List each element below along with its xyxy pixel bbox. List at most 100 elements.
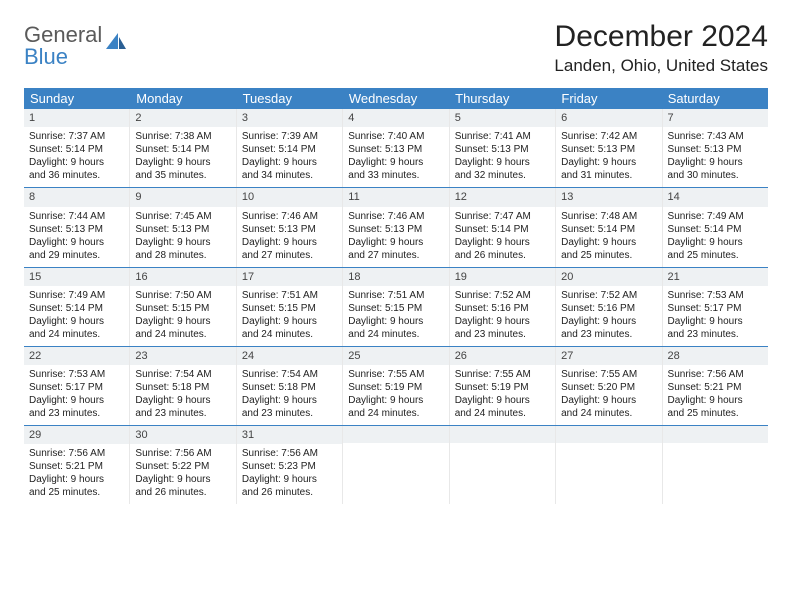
daylight-text: and 26 minutes. xyxy=(455,249,550,262)
sunset-text: Sunset: 5:14 PM xyxy=(29,143,124,156)
dow-sunday: Sunday xyxy=(24,88,130,109)
day-cell xyxy=(450,426,556,504)
daylight-text: Daylight: 9 hours xyxy=(135,473,230,486)
sunrise-text: Sunrise: 7:56 AM xyxy=(135,447,230,460)
dow-friday: Friday xyxy=(555,88,661,109)
daylight-text: and 32 minutes. xyxy=(455,169,550,182)
day-cell: 31Sunrise: 7:56 AMSunset: 5:23 PMDayligh… xyxy=(237,426,343,504)
day-cell: 13Sunrise: 7:48 AMSunset: 5:14 PMDayligh… xyxy=(556,188,662,266)
sunset-text: Sunset: 5:20 PM xyxy=(561,381,656,394)
daylight-text: and 31 minutes. xyxy=(561,169,656,182)
daylight-text: Daylight: 9 hours xyxy=(455,236,550,249)
sunrise-text: Sunrise: 7:56 AM xyxy=(668,368,763,381)
day-body: Sunrise: 7:55 AMSunset: 5:20 PMDaylight:… xyxy=(556,365,661,425)
day-body: Sunrise: 7:39 AMSunset: 5:14 PMDaylight:… xyxy=(237,127,342,187)
sunset-text: Sunset: 5:14 PM xyxy=(561,223,656,236)
day-number: 17 xyxy=(237,268,342,286)
daylight-text: and 23 minutes. xyxy=(29,407,124,420)
daylight-text: Daylight: 9 hours xyxy=(668,394,763,407)
sunset-text: Sunset: 5:17 PM xyxy=(29,381,124,394)
daylight-text: and 25 minutes. xyxy=(561,249,656,262)
daylight-text: and 30 minutes. xyxy=(668,169,763,182)
day-body: Sunrise: 7:56 AMSunset: 5:21 PMDaylight:… xyxy=(24,444,129,504)
day-cell: 29Sunrise: 7:56 AMSunset: 5:21 PMDayligh… xyxy=(24,426,130,504)
daylight-text: Daylight: 9 hours xyxy=(348,156,443,169)
daylight-text: and 33 minutes. xyxy=(348,169,443,182)
day-cell: 22Sunrise: 7:53 AMSunset: 5:17 PMDayligh… xyxy=(24,347,130,425)
day-number: 24 xyxy=(237,347,342,365)
daylight-text: Daylight: 9 hours xyxy=(242,315,337,328)
daylight-text: and 27 minutes. xyxy=(242,249,337,262)
day-body: Sunrise: 7:46 AMSunset: 5:13 PMDaylight:… xyxy=(237,207,342,267)
daylight-text: Daylight: 9 hours xyxy=(29,315,124,328)
sunrise-text: Sunrise: 7:52 AM xyxy=(455,289,550,302)
day-body: Sunrise: 7:48 AMSunset: 5:14 PMDaylight:… xyxy=(556,207,661,267)
daylight-text: Daylight: 9 hours xyxy=(455,394,550,407)
day-cell: 6Sunrise: 7:42 AMSunset: 5:13 PMDaylight… xyxy=(556,109,662,187)
daylight-text: Daylight: 9 hours xyxy=(348,315,443,328)
day-number: 12 xyxy=(450,188,555,206)
day-number: 3 xyxy=(237,109,342,127)
day-body: Sunrise: 7:37 AMSunset: 5:14 PMDaylight:… xyxy=(24,127,129,187)
sunrise-text: Sunrise: 7:37 AM xyxy=(29,130,124,143)
day-number: 16 xyxy=(130,268,235,286)
daylight-text: Daylight: 9 hours xyxy=(668,315,763,328)
sunrise-text: Sunrise: 7:43 AM xyxy=(668,130,763,143)
sunset-text: Sunset: 5:18 PM xyxy=(135,381,230,394)
daylight-text: and 24 minutes. xyxy=(135,328,230,341)
sunset-text: Sunset: 5:22 PM xyxy=(135,460,230,473)
week-row: 1Sunrise: 7:37 AMSunset: 5:14 PMDaylight… xyxy=(24,109,768,188)
daylight-text: Daylight: 9 hours xyxy=(561,315,656,328)
day-cell: 26Sunrise: 7:55 AMSunset: 5:19 PMDayligh… xyxy=(450,347,556,425)
sunrise-text: Sunrise: 7:40 AM xyxy=(348,130,443,143)
day-number xyxy=(450,426,555,443)
day-number: 27 xyxy=(556,347,661,365)
day-cell: 17Sunrise: 7:51 AMSunset: 5:15 PMDayligh… xyxy=(237,268,343,346)
day-number: 2 xyxy=(130,109,235,127)
day-body: Sunrise: 7:44 AMSunset: 5:13 PMDaylight:… xyxy=(24,207,129,267)
day-body: Sunrise: 7:53 AMSunset: 5:17 PMDaylight:… xyxy=(24,365,129,425)
sunrise-text: Sunrise: 7:46 AM xyxy=(242,210,337,223)
sunset-text: Sunset: 5:13 PM xyxy=(348,143,443,156)
sunset-text: Sunset: 5:18 PM xyxy=(242,381,337,394)
day-body: Sunrise: 7:51 AMSunset: 5:15 PMDaylight:… xyxy=(343,286,448,346)
logo-line1: General xyxy=(24,24,102,46)
day-number: 10 xyxy=(237,188,342,206)
daylight-text: Daylight: 9 hours xyxy=(242,156,337,169)
daylight-text: Daylight: 9 hours xyxy=(135,394,230,407)
day-body: Sunrise: 7:43 AMSunset: 5:13 PMDaylight:… xyxy=(663,127,768,187)
daylight-text: and 36 minutes. xyxy=(29,169,124,182)
daylight-text: Daylight: 9 hours xyxy=(242,394,337,407)
day-number: 30 xyxy=(130,426,235,444)
sunrise-text: Sunrise: 7:50 AM xyxy=(135,289,230,302)
day-cell: 21Sunrise: 7:53 AMSunset: 5:17 PMDayligh… xyxy=(663,268,768,346)
day-body: Sunrise: 7:42 AMSunset: 5:13 PMDaylight:… xyxy=(556,127,661,187)
sunset-text: Sunset: 5:14 PM xyxy=(242,143,337,156)
daylight-text: and 28 minutes. xyxy=(135,249,230,262)
daylight-text: Daylight: 9 hours xyxy=(455,156,550,169)
day-cell: 25Sunrise: 7:55 AMSunset: 5:19 PMDayligh… xyxy=(343,347,449,425)
sunset-text: Sunset: 5:15 PM xyxy=(135,302,230,315)
daylight-text: and 23 minutes. xyxy=(561,328,656,341)
day-number: 21 xyxy=(663,268,768,286)
sunrise-text: Sunrise: 7:56 AM xyxy=(242,447,337,460)
day-number: 8 xyxy=(24,188,129,206)
day-body: Sunrise: 7:52 AMSunset: 5:16 PMDaylight:… xyxy=(556,286,661,346)
location-text: Landen, Ohio, United States xyxy=(554,56,768,76)
day-body: Sunrise: 7:56 AMSunset: 5:21 PMDaylight:… xyxy=(663,365,768,425)
daylight-text: Daylight: 9 hours xyxy=(561,236,656,249)
daylight-text: Daylight: 9 hours xyxy=(561,394,656,407)
day-number: 1 xyxy=(24,109,129,127)
sunrise-text: Sunrise: 7:49 AM xyxy=(668,210,763,223)
sunrise-text: Sunrise: 7:52 AM xyxy=(561,289,656,302)
sunset-text: Sunset: 5:13 PM xyxy=(561,143,656,156)
sunrise-text: Sunrise: 7:38 AM xyxy=(135,130,230,143)
dow-wednesday: Wednesday xyxy=(343,88,449,109)
dow-thursday: Thursday xyxy=(449,88,555,109)
day-cell: 14Sunrise: 7:49 AMSunset: 5:14 PMDayligh… xyxy=(663,188,768,266)
daylight-text: and 24 minutes. xyxy=(455,407,550,420)
day-body: Sunrise: 7:51 AMSunset: 5:15 PMDaylight:… xyxy=(237,286,342,346)
day-body: Sunrise: 7:49 AMSunset: 5:14 PMDaylight:… xyxy=(663,207,768,267)
page-title: December 2024 xyxy=(554,20,768,54)
logo-line2-blue: Blue xyxy=(24,44,68,69)
